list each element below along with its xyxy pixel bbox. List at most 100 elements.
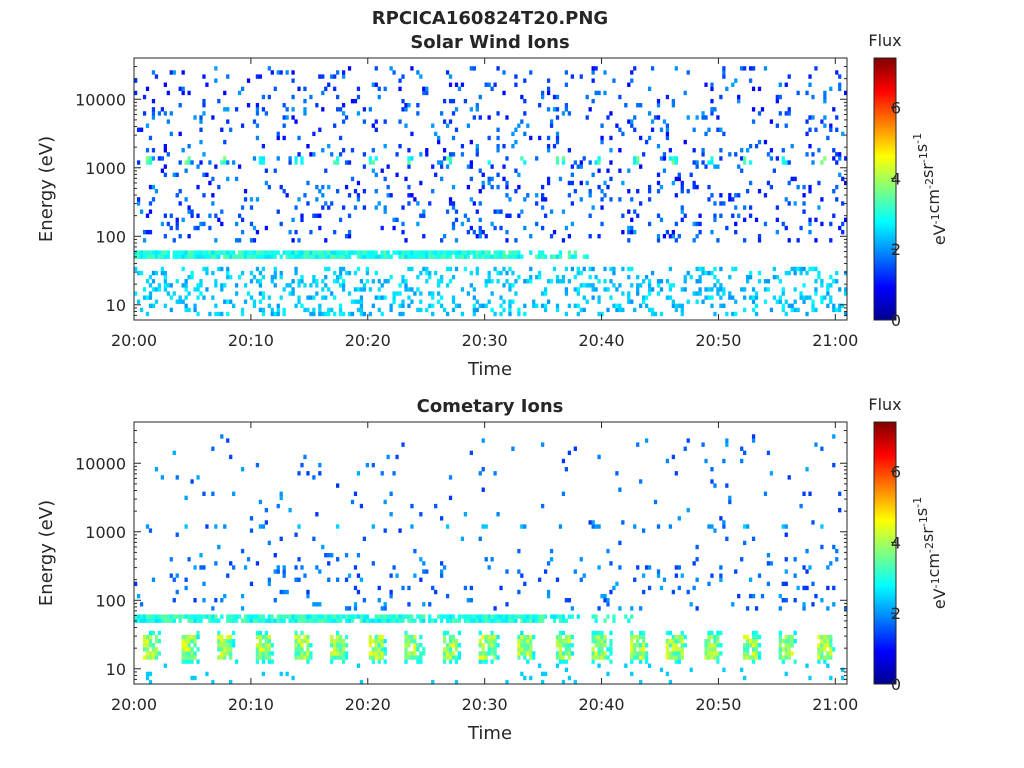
heatmap-cell [745,606,750,611]
heatmap-cell [520,119,524,124]
heatmap-cell [811,94,815,100]
heatmap-cell [570,634,574,640]
heatmap-cell [490,614,494,619]
heatmap-cell [695,291,699,296]
heatmap-cell [505,279,509,284]
heatmap-cell [240,254,245,259]
heatmap-cell [356,94,361,100]
heatmap-cell [252,274,257,280]
heatmap-cell [787,303,791,309]
heatmap-cell [416,287,420,292]
heatmap-cell [267,647,271,652]
heatmap-cell [422,561,426,566]
heatmap-cell [775,217,779,223]
heatmap-cell [240,250,245,255]
heatmap-cell [371,168,375,173]
colorbar-tick-label: 0 [891,311,901,330]
heatmap-cell [630,78,634,83]
heatmap-cell [603,655,607,660]
heatmap-cell [603,618,607,623]
heatmap-cell [160,168,165,173]
heatmap-cell [240,467,245,472]
heatmap-cell [336,651,340,656]
heatmap-cell [184,634,188,640]
heatmap-cell [300,614,304,619]
heatmap-cell [546,299,551,304]
heatmap-cell [466,217,470,223]
heatmap-cell [451,274,456,280]
heatmap-cell [716,287,720,292]
heatmap-cell [151,107,156,112]
heatmap-cell [502,164,506,169]
heatmap-cell [362,536,367,542]
heatmap-cell [793,176,797,182]
heatmap-cell [148,295,153,300]
heatmap-cell [440,238,444,243]
heatmap-cell [838,74,842,79]
heatmap-cell [196,630,200,636]
heatmap-cell [695,266,699,272]
heatmap-cell [805,569,809,574]
heatmap-cell [288,291,292,296]
heatmap-cell [178,618,182,623]
heatmap-cell [561,458,566,464]
heatmap-cell [318,602,322,607]
heatmap-cell [442,250,447,255]
heatmap-cell [564,647,569,652]
heatmap-cell [671,655,675,660]
heatmap-cell [303,638,307,644]
heatmap-cell [475,307,479,313]
heatmap-cell [136,618,141,623]
heatmap-cell [315,103,319,108]
heatmap-cell [493,655,497,660]
heatmap-cell [306,201,310,206]
heatmap-cell [211,201,215,206]
heatmap-cell [448,266,453,272]
heatmap-cell [591,638,595,644]
heatmap-cell [442,630,447,636]
heatmap-cell [422,266,426,272]
heatmap-cell [330,250,334,255]
heatmap-cell [552,107,557,112]
heatmap-cell [823,647,827,652]
heatmap-cell [642,589,646,595]
heatmap-cell [778,638,782,644]
heatmap-cell [184,287,188,292]
heatmap-cell [410,655,414,660]
heatmap-cell [264,651,268,656]
heatmap-cell [235,614,239,619]
heatmap-cell [401,250,405,255]
heatmap-cell [163,283,167,288]
heatmap-cell [190,647,194,652]
heatmap-cell [386,250,390,255]
heatmap-cell [698,279,702,284]
heatmap-cell [190,651,194,656]
heatmap-cell [549,209,554,214]
heatmap-cell [751,536,756,542]
heatmap-cell [371,659,375,664]
heatmap-cell [722,667,726,673]
heatmap-cell [674,573,678,578]
heatmap-cell [359,311,364,317]
heatmap-cell [226,107,230,112]
heatmap-cell [178,189,182,194]
heatmap-cell [214,598,218,603]
heatmap-cell [558,630,563,636]
heatmap-cell [190,638,194,644]
heatmap-cell [261,659,266,664]
heatmap-cell [380,168,384,173]
heatmap-cell [487,651,491,656]
heatmap-cell [214,561,218,566]
heatmap-cell [163,303,167,309]
heatmap-cell [487,279,491,284]
heatmap-cell [535,303,539,309]
heatmap-cell [600,123,604,128]
heatmap-cell [665,647,670,652]
heatmap-cell [202,74,206,79]
heatmap-cell [499,303,503,309]
heatmap-cell [258,160,263,165]
heatmap-cell [148,283,153,288]
heatmap-cell [478,168,482,173]
heatmap-cell [145,213,150,218]
heatmap-cell [561,279,566,284]
